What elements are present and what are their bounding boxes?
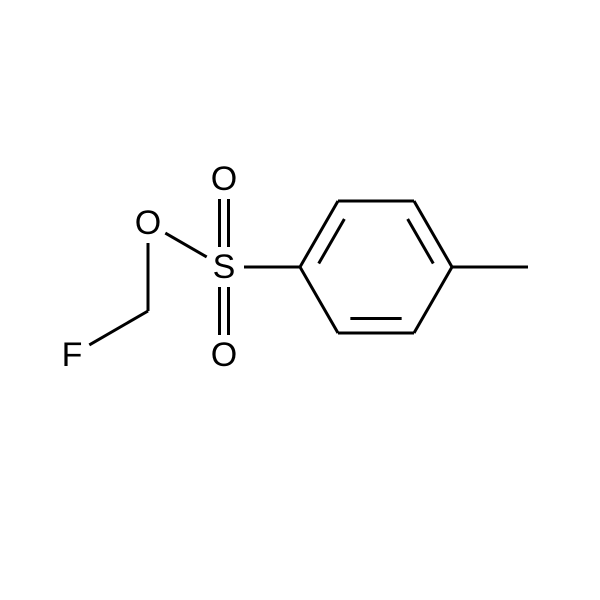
- atom-label-o: O: [211, 336, 237, 374]
- atom-label-s: S: [213, 248, 236, 286]
- molecule-diagram: F O S O O: [0, 0, 600, 600]
- bond: [89, 311, 148, 345]
- atom-label-f: F: [62, 336, 83, 374]
- bond: [300, 267, 338, 333]
- bond: [300, 201, 338, 267]
- atom-label-o: O: [135, 204, 161, 242]
- atom-label-o: O: [211, 160, 237, 198]
- bond: [165, 233, 206, 257]
- bond: [414, 267, 452, 333]
- bond: [414, 201, 452, 267]
